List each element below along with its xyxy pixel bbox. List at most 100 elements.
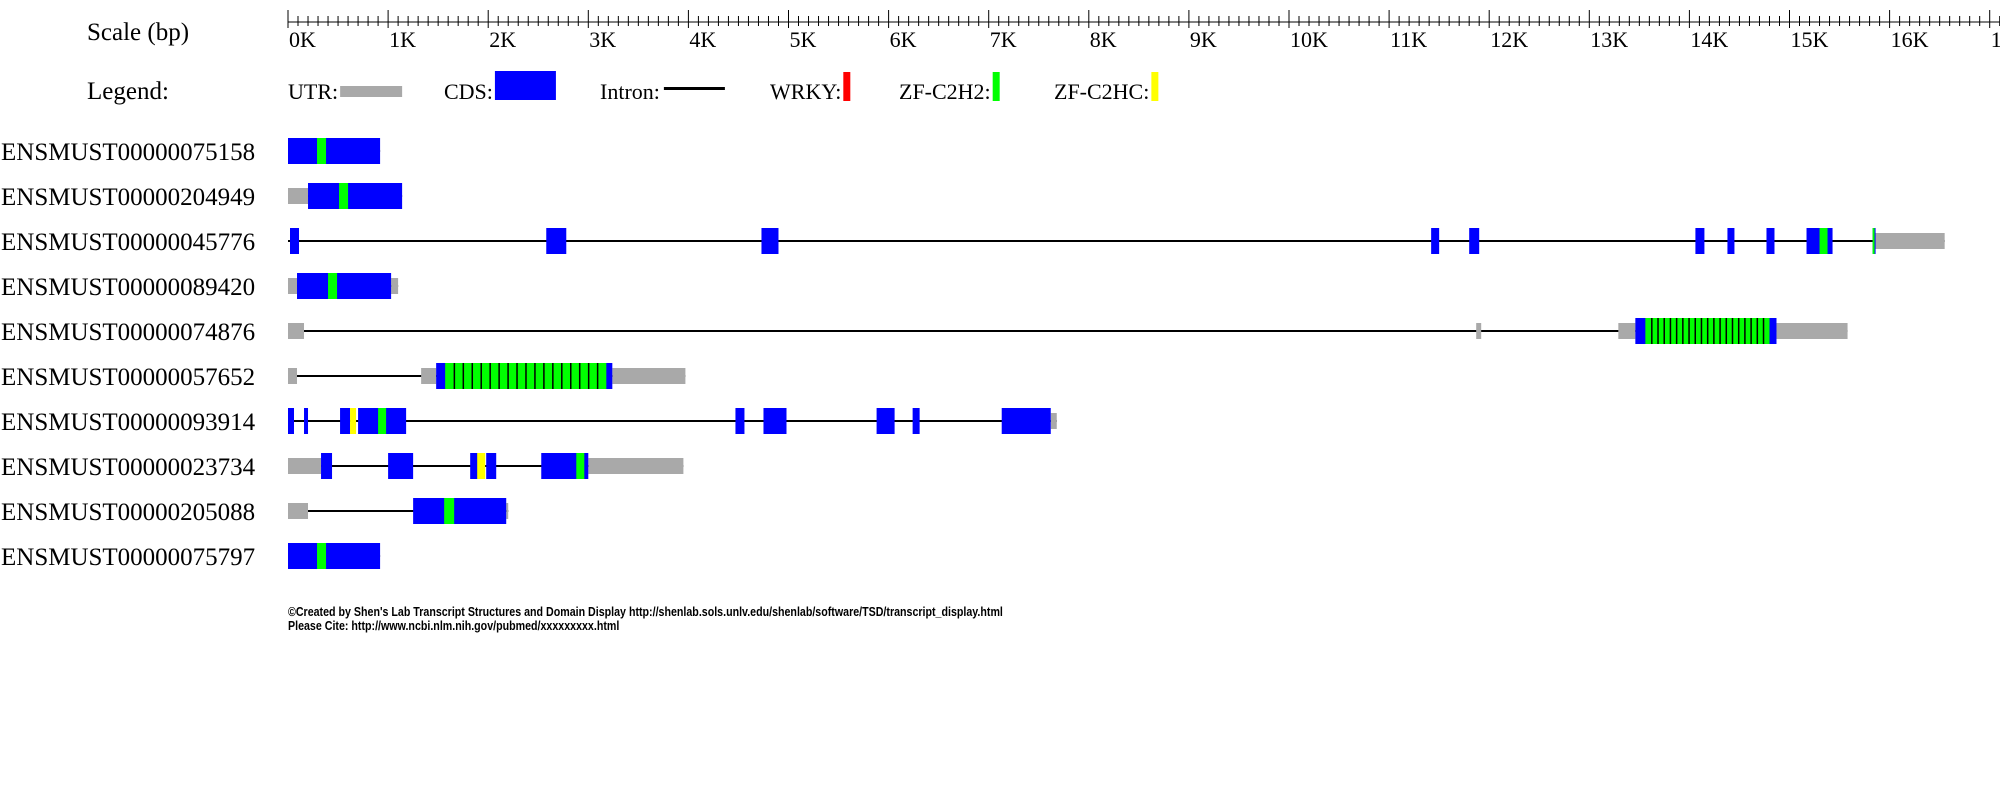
domain-stripe — [525, 363, 527, 389]
domain-stripe — [1725, 318, 1728, 344]
scale-tick-label: 1K — [389, 27, 416, 52]
footer-citation: Please Cite: http://www.ncbi.nlm.nih.gov… — [288, 618, 620, 633]
domain-stripe — [1663, 318, 1665, 344]
domain-stripe — [1706, 318, 1709, 344]
cds-exon — [388, 453, 414, 479]
utr-segment — [588, 458, 684, 474]
transcript-row: ENSMUST00000075797 — [1, 543, 381, 571]
scale-tick-label: 8K — [1090, 27, 1117, 52]
legend-item: CDS: — [444, 71, 556, 104]
domain-stripe — [462, 363, 465, 389]
scale-tick-label: 11K — [1390, 27, 1427, 52]
cds-exon — [1727, 228, 1735, 254]
legend-item: ZF-C2H2: — [899, 72, 1000, 104]
utr-segment — [1050, 413, 1057, 429]
utr-segment — [506, 503, 509, 519]
domain-block — [378, 408, 387, 434]
legend-item: WRKY: — [770, 72, 851, 104]
cds-exon — [297, 273, 392, 299]
legend-swatch-intron — [663, 87, 725, 90]
legend: UTR: CDS: Intron: WRKY: ZF-C2H2: ZF-C2HC: — [288, 71, 1159, 104]
scale-tick-label: 1 — [1991, 27, 2000, 52]
cds-exon — [321, 453, 333, 479]
domain-stripe — [453, 363, 456, 389]
domain-stripe — [471, 363, 474, 389]
cds-exon — [290, 228, 300, 254]
transcript-row: ENSMUST00000204949 — [1, 183, 403, 211]
utr-segment — [1476, 323, 1482, 339]
legend-item: UTR: — [288, 79, 403, 104]
domain-stripe — [516, 363, 518, 389]
scale-tick-label: 5K — [790, 27, 817, 52]
cds-exon — [470, 453, 479, 479]
legend-item: ZF-C2HC: — [1054, 72, 1159, 104]
scale-tick-label: 6K — [890, 27, 917, 52]
legend-swatch-domain — [992, 72, 1000, 101]
cds-exon — [340, 408, 351, 434]
cds-exon — [413, 498, 507, 524]
legend-swatch-domain — [1151, 72, 1159, 101]
cds-exon — [288, 543, 381, 569]
scale-tick-label: 4K — [689, 27, 716, 52]
scale-tick-label: 12K — [1490, 27, 1528, 52]
utr-segment — [421, 368, 437, 384]
domain-stripe — [1731, 318, 1734, 344]
domain-stripe — [1675, 318, 1678, 344]
domain-stripe — [1744, 318, 1746, 344]
domain-stripe — [507, 363, 509, 389]
transcript-id: ENSMUST00000045776 — [1, 229, 255, 256]
footer-credit: ©Created by Shen's Lab Transcript Struct… — [288, 605, 1003, 633]
legend-item-label: ZF-C2H2: — [899, 79, 991, 104]
transcript-id: ENSMUST00000075158 — [1, 139, 255, 166]
legend-item-label: UTR: — [288, 79, 338, 104]
legend-item-label: Intron: — [600, 79, 660, 104]
transcript-id: ENSMUST00000057652 — [1, 364, 255, 391]
domain-block — [444, 498, 455, 524]
scale-tick-label: 15K — [1791, 27, 1829, 52]
domain-stripe — [1651, 318, 1653, 344]
domain-block — [350, 408, 357, 434]
scale-tick-label: 7K — [990, 27, 1017, 52]
footer-created-by: ©Created by Shen's Lab Transcript Struct… — [288, 604, 1003, 619]
transcript-tracks: ENSMUST00000075158 ENSMUST00000204949 ENSM… — [1, 138, 1945, 571]
cds-exon — [1001, 408, 1051, 434]
domain-stripe — [596, 363, 599, 389]
transcript-id: ENSMUST00000075797 — [1, 544, 255, 571]
transcript-row: ENSMUST00000205088 — [1, 498, 509, 526]
scale-tick-label: 3K — [589, 27, 616, 52]
domain-block — [477, 453, 486, 479]
utr-segment — [288, 368, 298, 384]
cds-exon — [486, 453, 497, 479]
domain-stripe — [489, 363, 491, 389]
transcript-row: ENSMUST00000045776 — [1, 228, 1945, 256]
utr-segment — [1776, 323, 1848, 339]
legend-swatch-cds — [494, 71, 556, 100]
domain-stripe — [1682, 318, 1684, 344]
transcript-row: ENSMUST00000089420 — [1, 273, 399, 301]
scale-axis: 0K 1K 2K 3K 4K 5K 6K 7K 8K 9K 10K 11K 12K 13K 14K 15K 16… — [287, 10, 2000, 52]
domain-stripe — [1756, 318, 1759, 344]
legend-label: Legend: — [87, 78, 169, 105]
cds-exon — [1695, 228, 1705, 254]
domain-stripe — [1713, 318, 1715, 344]
cds-exon — [763, 408, 787, 434]
domain-stripe — [1762, 318, 1765, 344]
domain-stripe — [587, 363, 590, 389]
domain-stripe — [1669, 318, 1672, 344]
cds-exon — [308, 183, 403, 209]
domain-block — [339, 183, 349, 209]
legend-swatch-utr — [340, 86, 403, 97]
domain-block — [317, 543, 327, 569]
transcript-row: ENSMUST00000075158 — [1, 138, 381, 166]
domain-stripe — [1700, 318, 1703, 344]
legend-item-label: WRKY: — [770, 79, 841, 104]
transcript-row: ENSMUST00000074876 — [1, 318, 1848, 346]
domain-block — [328, 273, 338, 299]
domain-stripe — [1719, 318, 1721, 344]
utr-segment — [612, 368, 686, 384]
transcript-id: ENSMUST00000074876 — [1, 319, 255, 346]
domain-block — [317, 138, 327, 164]
domain-stripe — [1737, 318, 1740, 344]
domain-stripe — [1688, 318, 1690, 344]
cds-exon — [288, 138, 381, 164]
